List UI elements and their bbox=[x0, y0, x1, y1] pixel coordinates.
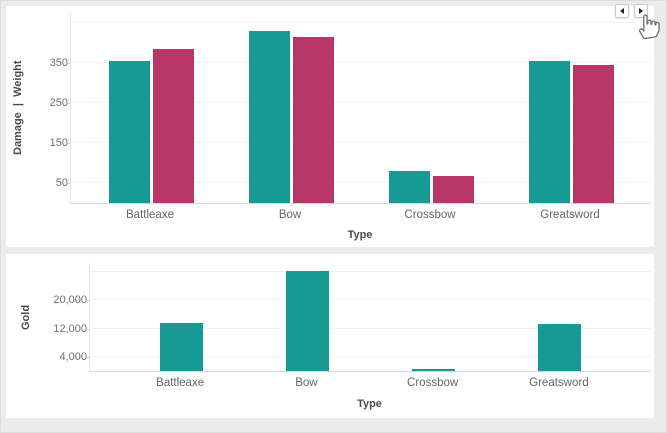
category-label-greatsword: Greatsword bbox=[540, 209, 600, 221]
y-tick-label: 150 bbox=[49, 137, 68, 149]
category-label-crossbow: Crossbow bbox=[407, 377, 459, 389]
bar-weight-bow[interactable] bbox=[292, 37, 334, 203]
bar-group-bow bbox=[221, 13, 361, 203]
category-label-crossbow: Crossbow bbox=[404, 209, 456, 221]
bar-group-crossbow bbox=[361, 13, 501, 203]
y-tick-label: 12,000 bbox=[53, 322, 87, 335]
gridline bbox=[90, 327, 651, 329]
grouped-bar-plot bbox=[70, 13, 651, 204]
previous-page-button[interactable] bbox=[615, 4, 629, 18]
bar-group-bow bbox=[244, 263, 370, 371]
y-tick-label: 50 bbox=[55, 177, 68, 189]
gridline bbox=[90, 299, 651, 301]
bar-weight-crossbow[interactable] bbox=[432, 175, 474, 203]
category-label-battleaxe: Battleaxe bbox=[156, 377, 205, 389]
y-tick-mark bbox=[66, 183, 70, 184]
x-axis-title: Type bbox=[357, 398, 382, 410]
y-tick-mark bbox=[85, 300, 89, 302]
y-tick-label: 250 bbox=[49, 97, 68, 109]
gridline bbox=[71, 102, 651, 103]
x-axis-title: Type bbox=[347, 229, 373, 241]
bar-gold-crossbow[interactable] bbox=[412, 368, 456, 371]
y-tick-label: 350 bbox=[49, 57, 68, 69]
bar-damage-bow[interactable] bbox=[248, 31, 290, 203]
category-label-battleaxe: Battleaxe bbox=[126, 209, 174, 221]
bar-group-battleaxe bbox=[81, 13, 221, 203]
bar-damage-crossbow[interactable] bbox=[388, 171, 430, 203]
bars-container bbox=[71, 13, 651, 203]
gold-chart-card: Gold 4,000 12,000 20,000 Battleaxe Bow Cross… bbox=[6, 254, 654, 418]
bar-group-greatsword bbox=[497, 263, 623, 371]
y-tick-mark bbox=[66, 63, 70, 64]
bar-gold-bow[interactable] bbox=[285, 271, 329, 371]
x-axis-category-labels: Battleaxe Bow Crossbow Greatsword bbox=[70, 208, 650, 222]
bars-container bbox=[90, 263, 651, 371]
gridline bbox=[71, 22, 651, 23]
y-tick-label: 20,000 bbox=[53, 294, 87, 307]
gridline bbox=[71, 182, 651, 183]
damage-weight-chart-card: Damage | Weight 50 150 250 350 Battleaxe Bow… bbox=[6, 6, 654, 247]
category-label-bow: Bow bbox=[278, 209, 302, 221]
gridline bbox=[71, 62, 651, 63]
y-tick-mark bbox=[66, 103, 70, 104]
chart-pagination bbox=[615, 4, 648, 18]
y-tick-label: 4,000 bbox=[59, 350, 87, 363]
gridline bbox=[90, 270, 651, 272]
bar-group-battleaxe bbox=[118, 263, 244, 371]
bar-group-crossbow bbox=[371, 263, 497, 371]
bar-gold-greatsword[interactable] bbox=[538, 323, 582, 371]
gridline bbox=[71, 142, 651, 143]
bar-gold-battleaxe[interactable] bbox=[159, 323, 203, 371]
x-axis-category-labels: Battleaxe Bow Crossbow Greatsword bbox=[89, 376, 650, 390]
gridline bbox=[90, 355, 651, 357]
y-tick-mark bbox=[66, 143, 70, 144]
category-label-bow: Bow bbox=[295, 377, 318, 389]
category-label-greatsword: Greatsword bbox=[529, 377, 589, 389]
y-tick-mark bbox=[85, 328, 89, 330]
bar-weight-battleaxe[interactable] bbox=[152, 49, 194, 203]
bar-damage-greatsword[interactable] bbox=[528, 61, 570, 203]
next-page-button[interactable] bbox=[634, 4, 648, 18]
bar-plot bbox=[89, 263, 651, 372]
bar-weight-greatsword[interactable] bbox=[572, 65, 614, 203]
right-triangle-icon bbox=[639, 8, 643, 14]
y-tick-mark bbox=[85, 356, 89, 358]
bar-group-greatsword bbox=[501, 13, 641, 203]
left-triangle-icon bbox=[620, 8, 624, 14]
bar-damage-battleaxe[interactable] bbox=[108, 61, 150, 203]
